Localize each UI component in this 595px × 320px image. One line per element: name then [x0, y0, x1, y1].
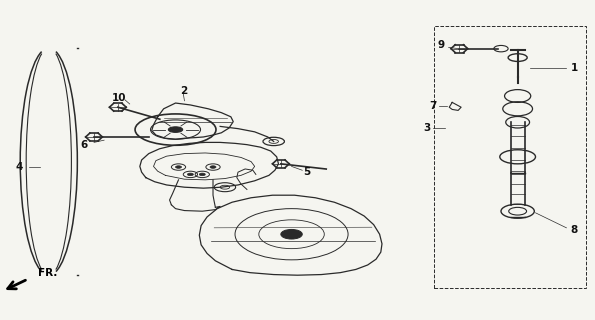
Text: 4: 4 [15, 162, 23, 172]
Text: 1: 1 [571, 63, 578, 73]
Text: FR.: FR. [38, 268, 58, 278]
Ellipse shape [168, 127, 183, 132]
Bar [434, 26, 586, 288]
Ellipse shape [187, 173, 193, 176]
Text: 8: 8 [571, 225, 578, 235]
Text: 2: 2 [180, 86, 187, 96]
Text: 9: 9 [438, 40, 445, 51]
Text: 10: 10 [112, 92, 126, 103]
Text: 7: 7 [430, 101, 437, 111]
Text: 6: 6 [81, 140, 88, 150]
Ellipse shape [176, 166, 181, 168]
Ellipse shape [281, 229, 302, 239]
Ellipse shape [210, 166, 216, 168]
Text: 3: 3 [424, 123, 431, 133]
Text: 5: 5 [303, 167, 311, 177]
Ellipse shape [199, 173, 205, 176]
